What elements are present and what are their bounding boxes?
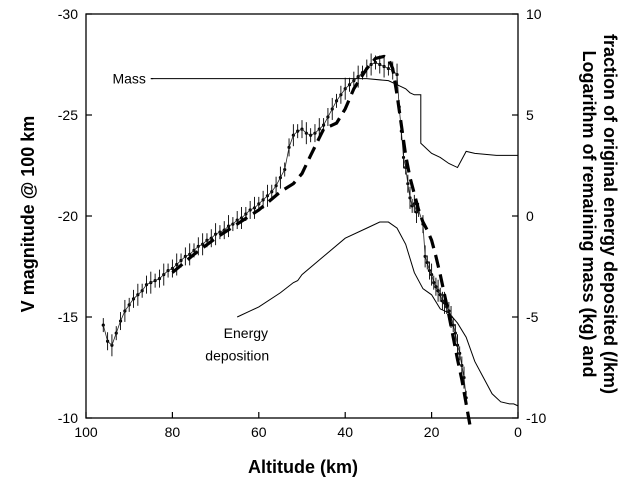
x-tick-label: 40 bbox=[337, 424, 353, 440]
annotation-label: Mass bbox=[112, 71, 145, 87]
y-left-tick-label: -10 bbox=[58, 410, 78, 426]
y-left-tick-label: -20 bbox=[58, 208, 78, 224]
energy-deposition-curve bbox=[236, 221, 519, 407]
annotation-label: Energy bbox=[224, 325, 268, 341]
y-right-tick-label: 10 bbox=[526, 6, 542, 22]
y-right-axis-title-line2: fraction of original energy deposited (/… bbox=[600, 34, 620, 394]
y-left-tick-label: -15 bbox=[58, 309, 78, 325]
mass-curve bbox=[150, 78, 518, 169]
annotations: Mass Energy deposition bbox=[112, 71, 269, 364]
observed-light-curve-line bbox=[102, 62, 467, 398]
x-tick-label: 20 bbox=[424, 424, 440, 440]
x-tick-label: 80 bbox=[165, 424, 181, 440]
y-right-tick-label: 0 bbox=[526, 208, 534, 224]
x-axis-title: Altitude (km) bbox=[248, 457, 358, 477]
y-left-axis-title: V magnitude @ 100 km bbox=[18, 116, 38, 313]
y-right-tick-label: -10 bbox=[526, 410, 546, 426]
y-left-tick-label: -30 bbox=[58, 6, 78, 22]
axis-ticks: 100 80 60 40 20 0 -30 -25 -20 -15 -10 10 5 0 -5 -10 bbox=[58, 6, 547, 440]
x-tick-label: 60 bbox=[251, 424, 267, 440]
error-bars bbox=[101, 53, 468, 405]
y-right-axis-title-line1: Logarithm of remaining mass (kg) and bbox=[579, 50, 599, 377]
y-right-tick-label: -5 bbox=[526, 309, 539, 325]
plot-area bbox=[101, 53, 519, 429]
x-tick-label: 0 bbox=[514, 424, 522, 440]
x-tick-label: 100 bbox=[74, 424, 98, 440]
y-right-tick-label: 5 bbox=[526, 107, 534, 123]
plot-frame bbox=[85, 13, 519, 419]
model-light-curve bbox=[171, 54, 473, 429]
series-lines bbox=[102, 54, 519, 429]
annotation-label: deposition bbox=[205, 347, 269, 363]
y-left-tick-label: -25 bbox=[58, 107, 78, 123]
